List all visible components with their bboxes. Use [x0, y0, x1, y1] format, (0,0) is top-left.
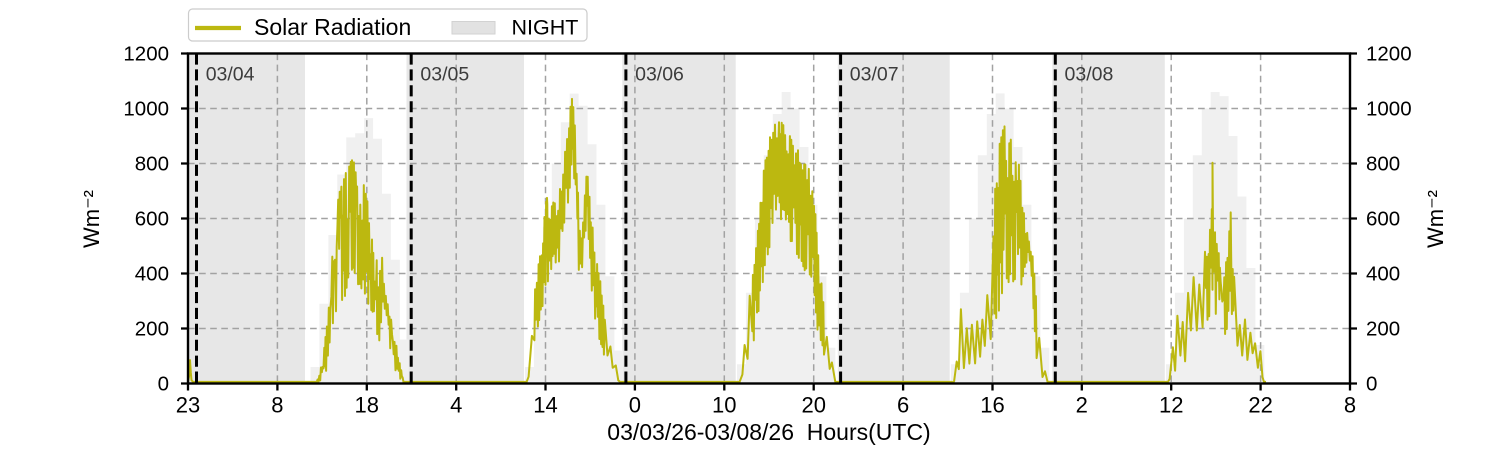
svg-text:03/06: 03/06	[635, 64, 684, 86]
svg-text:800: 800	[1366, 153, 1400, 176]
svg-text:23: 23	[176, 393, 200, 418]
svg-text:Wm⁻²: Wm⁻²	[79, 190, 104, 248]
svg-text:1200: 1200	[1366, 43, 1412, 66]
svg-text:4: 4	[450, 393, 462, 418]
svg-text:18: 18	[355, 393, 379, 418]
svg-text:400: 400	[1366, 263, 1400, 286]
svg-text:8: 8	[1344, 393, 1356, 418]
svg-text:NIGHT: NIGHT	[512, 16, 579, 40]
svg-text:200: 200	[135, 318, 169, 341]
svg-text:20: 20	[801, 393, 825, 418]
svg-text:1200: 1200	[123, 43, 169, 66]
svg-text:Solar Radiation: Solar Radiation	[254, 14, 411, 40]
svg-text:1000: 1000	[1366, 98, 1412, 121]
svg-text:200: 200	[1366, 318, 1400, 341]
svg-text:400: 400	[135, 263, 169, 286]
svg-text:2: 2	[1076, 393, 1088, 418]
svg-text:03/08: 03/08	[1065, 64, 1114, 86]
svg-text:0: 0	[629, 393, 641, 418]
svg-text:Wm⁻²: Wm⁻²	[1423, 190, 1448, 248]
svg-text:6: 6	[897, 393, 909, 418]
svg-text:600: 600	[1366, 208, 1400, 231]
svg-text:600: 600	[135, 208, 169, 231]
svg-text:16: 16	[980, 393, 1004, 418]
svg-text:1000: 1000	[123, 98, 169, 121]
svg-text:03/05: 03/05	[420, 64, 469, 86]
svg-text:8: 8	[271, 393, 283, 418]
svg-text:10: 10	[712, 393, 736, 418]
svg-text:0: 0	[1366, 373, 1377, 396]
svg-text:12: 12	[1159, 393, 1183, 418]
svg-text:03/03/26-03/08/26 Hours(UTC): 03/03/26-03/08/26 Hours(UTC)	[607, 419, 930, 445]
svg-text:03/04: 03/04	[206, 64, 255, 86]
svg-text:22: 22	[1248, 393, 1272, 418]
svg-text:0: 0	[158, 373, 169, 396]
svg-text:14: 14	[533, 393, 557, 418]
svg-text:800: 800	[135, 153, 169, 176]
svg-text:03/07: 03/07	[850, 64, 899, 86]
